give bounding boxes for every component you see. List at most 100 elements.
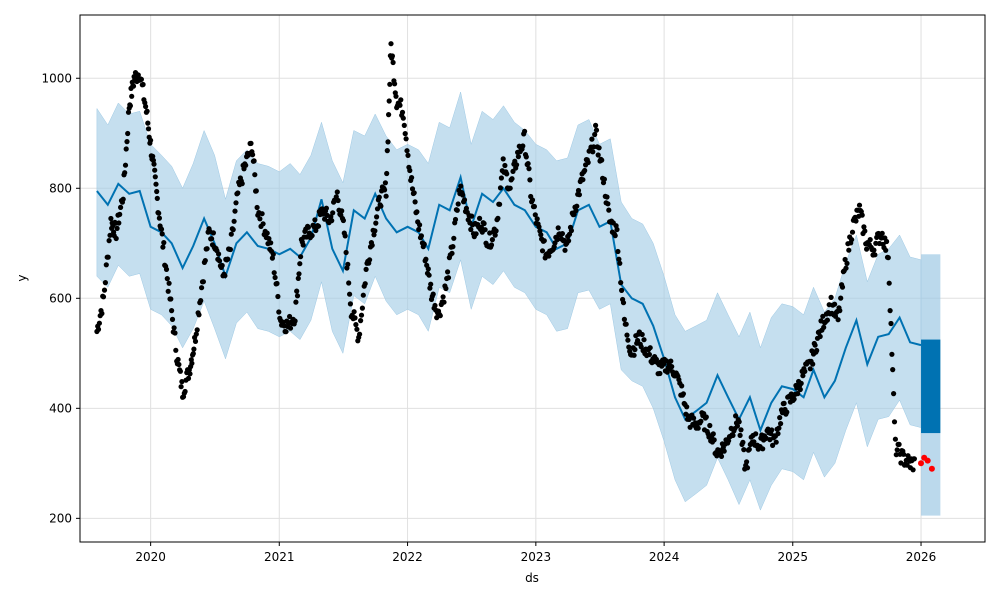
observed-point [489, 237, 495, 243]
observed-point [691, 415, 697, 421]
observed-point [198, 298, 204, 304]
observed-point [536, 224, 542, 230]
observed-point [283, 329, 289, 335]
recent-point [924, 457, 931, 464]
observed-point [498, 175, 504, 181]
observed-point [721, 448, 727, 454]
y-tick-label: 600 [49, 291, 72, 305]
observed-point [885, 255, 891, 261]
observed-point [463, 205, 469, 211]
observed-point [614, 226, 620, 233]
observed-point [844, 260, 850, 266]
observed-point [734, 423, 741, 429]
observed-point [647, 345, 653, 351]
observed-point [523, 154, 529, 160]
observed-point [566, 238, 572, 244]
observed-point [145, 120, 151, 126]
observed-point [143, 103, 149, 110]
observed-point [334, 189, 340, 195]
observed-point [595, 152, 601, 158]
observed-point [616, 256, 622, 262]
observed-point [122, 170, 128, 176]
observed-point [251, 158, 257, 164]
observed-point [194, 327, 200, 333]
observed-point [781, 400, 787, 406]
forecast-line [96, 173, 922, 434]
observed-point [495, 215, 501, 221]
observed-point [125, 130, 131, 137]
observed-point [113, 235, 119, 242]
observed-point [276, 309, 282, 315]
observed-point [890, 367, 896, 373]
observed-point [441, 299, 447, 305]
observed-point [507, 185, 513, 191]
observed-point [253, 188, 259, 194]
observed-point [423, 256, 429, 262]
observed-point [353, 322, 359, 328]
observed-point [295, 275, 301, 281]
observed-point [477, 215, 483, 221]
y-tick-label: 800 [49, 181, 72, 195]
observed-point [744, 465, 751, 471]
observed-point [216, 251, 222, 257]
observed-point [202, 258, 208, 264]
observed-point [534, 216, 540, 222]
observed-point [272, 274, 278, 281]
observed-point [145, 126, 152, 132]
observed-point [861, 224, 867, 230]
observed-point [120, 196, 126, 202]
observed-point [862, 228, 868, 234]
observed-point [795, 391, 801, 397]
observed-point [257, 216, 263, 222]
observed-point [879, 230, 885, 236]
observed-point [347, 291, 353, 297]
observed-point [171, 325, 177, 331]
observed-point [376, 194, 382, 200]
observed-point [164, 276, 170, 282]
observed-point [404, 148, 410, 154]
observed-point [374, 214, 380, 220]
observed-point [385, 139, 391, 145]
observed-point [500, 156, 506, 162]
observed-point [116, 220, 122, 226]
observed-point [270, 251, 276, 257]
observed-point [296, 271, 302, 277]
observed-point [620, 300, 627, 306]
observed-point [330, 210, 336, 216]
observed-point [163, 266, 170, 272]
observed-point [412, 199, 418, 205]
observed-point [199, 285, 205, 291]
observed-point [527, 177, 533, 183]
observed-point [156, 215, 162, 221]
observed-point [849, 229, 856, 235]
observed-point [810, 361, 816, 367]
observed-point [386, 98, 392, 104]
observed-point [532, 212, 538, 218]
observed-point [187, 371, 193, 377]
y-tick-label: 200 [49, 511, 72, 525]
observed-point [624, 332, 630, 338]
observed-point [225, 256, 231, 262]
observed-point [427, 285, 433, 291]
observed-point [531, 203, 538, 210]
observed-point [582, 167, 588, 174]
observed-point [329, 218, 335, 224]
x-tick-label: 2024 [649, 550, 680, 564]
observed-point [481, 220, 487, 227]
observed-point [663, 358, 670, 364]
observed-point [140, 81, 146, 88]
observed-point [227, 246, 233, 253]
observed-point [95, 326, 102, 332]
future-forecast-band [921, 339, 941, 434]
observed-point [138, 76, 144, 82]
observed-point [733, 413, 739, 419]
observed-point [354, 326, 360, 332]
observed-point [883, 247, 889, 253]
observed-point [619, 287, 625, 293]
observed-point [177, 368, 183, 374]
observed-point [492, 232, 498, 238]
observed-point [114, 225, 120, 231]
observed-point [710, 431, 716, 437]
observed-point [369, 242, 375, 248]
observed-point [196, 312, 202, 318]
